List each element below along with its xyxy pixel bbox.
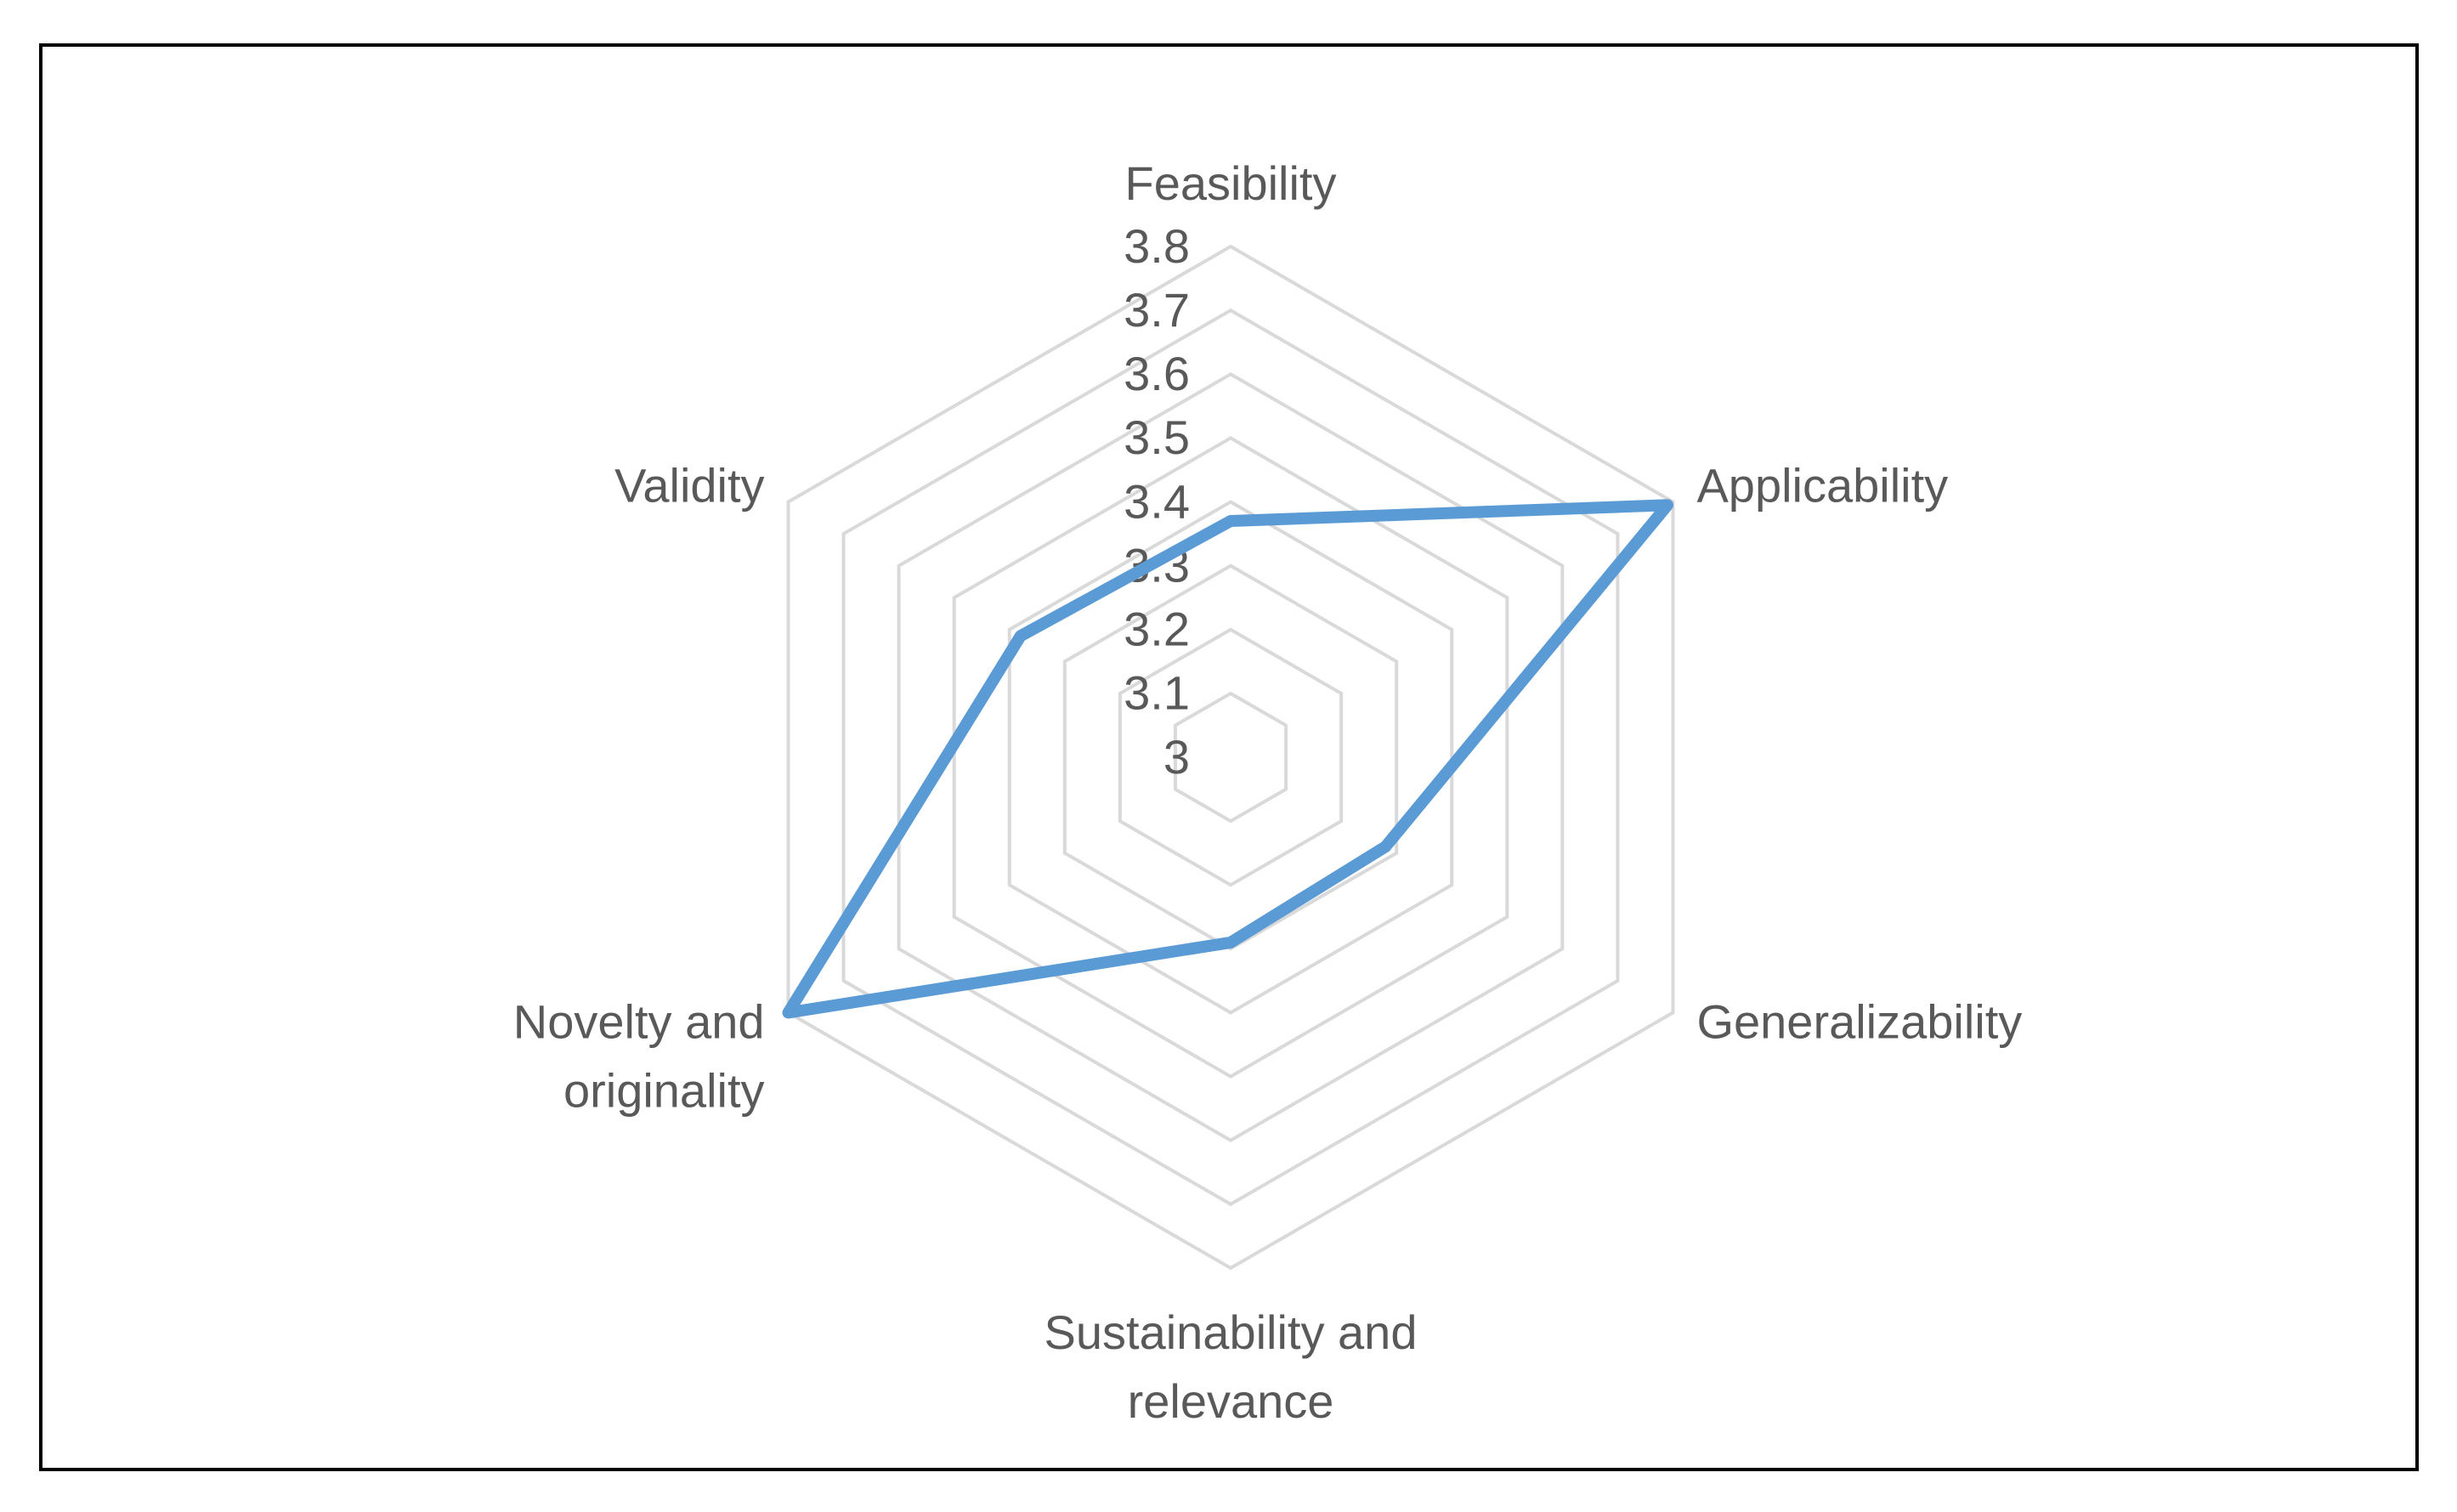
r-tick-label: 3 [1163,730,1190,784]
grid-ring [786,244,1675,1271]
r-tick-label: 3.7 [1124,283,1190,337]
r-tick-label: 3.5 [1124,411,1190,464]
r-tick-label: 3.6 [1124,347,1190,400]
chart-border [39,43,2419,1471]
grid-ring [897,371,1565,1143]
category-label: Validity [614,458,764,512]
category-label: Generalizability [1696,994,2022,1048]
grid-ring [1007,500,1454,1015]
grid-ring [1062,563,1399,951]
grid-ring [1173,691,1288,824]
r-tick-label: 3.2 [1124,603,1190,656]
grid-ring [1118,627,1344,887]
series-line [782,499,1673,1019]
category-label: Novelty and originality [513,994,765,1117]
r-tick-label: 3.1 [1124,666,1190,720]
r-tick-label: 3.8 [1124,219,1190,273]
r-tick-label: 3.4 [1124,474,1190,528]
grid-ring [841,308,1620,1207]
grid-ring [952,436,1509,1079]
category-label: Applicability [1696,458,1948,512]
category-label: Sustainability and relevance [1045,1305,1418,1428]
category-label: Feasibility [1125,156,1337,210]
